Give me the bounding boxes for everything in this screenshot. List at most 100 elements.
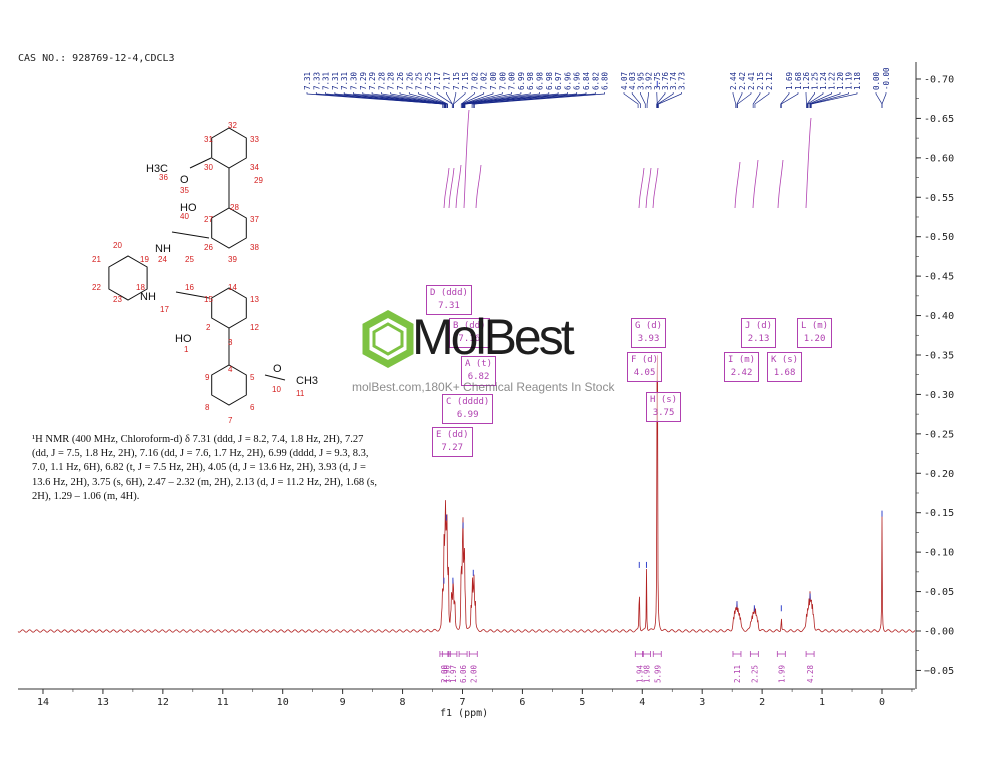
integral-curve: [752, 159, 759, 209]
multiplet-shift: 2.42: [730, 368, 753, 378]
atom-number: 25: [185, 255, 194, 264]
atom-number: 8: [205, 403, 210, 412]
multiplet-label: C (dddd): [446, 397, 490, 407]
peak-label: 3.73: [677, 72, 686, 90]
multiplet-label: J (d): [745, 321, 773, 331]
peak-label: 1.69: [785, 72, 794, 90]
ring-top: [211, 127, 247, 169]
atom-number: 12: [250, 323, 259, 332]
peak-label: 7.02: [480, 72, 489, 90]
ring-bottom: [211, 364, 247, 406]
peak-label: 1.18: [853, 71, 862, 90]
integral-curve: [805, 117, 812, 209]
peak-leader: [752, 92, 761, 108]
peak-label: 4.07: [620, 72, 629, 90]
peak-leader: [343, 92, 445, 108]
atom-number: 36: [159, 173, 168, 182]
peak-leader: [646, 92, 649, 108]
multiplet-shift: 6.99: [456, 410, 479, 420]
multiplet-label: L (m): [801, 321, 829, 331]
peak-leader: [462, 92, 512, 108]
peak-label: 1.24: [819, 71, 828, 90]
atom-number: 19: [140, 255, 149, 264]
integral-curve: [777, 159, 784, 209]
peak-label: 1.22: [828, 72, 837, 90]
peak-leader: [623, 92, 639, 108]
y-tick-label: -0.25: [924, 429, 954, 440]
atom-number: 26: [204, 243, 213, 252]
x-tick-label: 6: [519, 697, 525, 708]
atom-number: 37: [250, 215, 259, 224]
peak-leader: [809, 92, 841, 108]
atom-number: 24: [158, 255, 167, 264]
peak-label: 7.00: [498, 71, 507, 90]
methyl-top-label: H3C: [146, 163, 168, 175]
peak-leader: [656, 92, 666, 108]
x-tick-label: 13: [97, 697, 109, 708]
peak-label: 7.33: [312, 72, 321, 90]
peak-leader: [472, 92, 596, 108]
peak-label: 6.80: [601, 71, 610, 90]
atom-number: 23: [113, 295, 122, 304]
peak-leader: [810, 92, 858, 108]
peak-label: 3.95: [636, 72, 645, 90]
integral-bars: 2.001.901.97 6.06 2.00 1.941.98 5.99 2.11 2.25…: [439, 651, 815, 683]
multiplet-shift: 4.05: [633, 368, 656, 378]
multiplet-box: I (m) 2.42: [724, 352, 760, 382]
peak-leader: [808, 92, 832, 108]
peak-label: 1.25: [811, 72, 820, 90]
peak-label: 6.98: [526, 71, 535, 90]
multiplet-box: B (dd) 7.16: [449, 318, 490, 348]
multiplet-label: H (s): [650, 395, 678, 405]
atom-number: 34: [250, 163, 259, 172]
peak-leader: [780, 92, 790, 108]
peak-leader: [807, 92, 824, 108]
multiplet-box: K (s) 1.68: [767, 352, 803, 382]
cas-number-label: CAS NO.: 928769-12-4,CDCL3: [18, 53, 175, 64]
peak-label: 7.02: [470, 72, 479, 90]
peak-label: 7.28: [377, 71, 386, 90]
peak-label: 6.97: [554, 72, 563, 90]
integral-value: 1.90: [442, 664, 451, 683]
spectrum-line: [17, 355, 916, 633]
methoxy-bond-top: [189, 157, 212, 169]
peak-label: 1.68: [794, 71, 803, 90]
integral-value: 2.25: [750, 665, 759, 683]
oh-bottom-label: HO: [175, 333, 192, 345]
peak-label: 7.28: [387, 71, 396, 90]
peak-leader: [463, 92, 550, 108]
multiplet-box: E (dd) 7.27: [432, 427, 473, 457]
atom-number: 30: [204, 163, 213, 172]
peak-label: 7.15: [452, 72, 461, 90]
atom-number: 6: [250, 403, 255, 412]
integral-value: 2.00: [440, 664, 449, 683]
multiplet-label: K (s): [771, 355, 799, 365]
peak-leader: [658, 92, 682, 108]
multiplet-box: L (m) 1.20: [797, 318, 833, 348]
multiplet-shift: 7.31: [438, 301, 460, 311]
x-tick-label: 10: [277, 697, 289, 708]
atom-number: 16: [185, 283, 194, 292]
y-tick-label: -0.60: [924, 153, 954, 164]
peak-label: 2.42: [738, 72, 747, 90]
peak-label: 7.26: [405, 71, 414, 90]
molbest-logo-icon: [362, 310, 414, 368]
peak-leader: [640, 92, 646, 108]
atom-number: 40: [180, 212, 189, 221]
peak-label: 7.31: [340, 72, 349, 90]
y-tick-label: -0.70: [924, 74, 954, 85]
peak-leader: [315, 92, 444, 108]
multiplet-label: F (d): [631, 355, 659, 365]
multiplet-shift: 7.16: [458, 334, 481, 344]
integral-value: 1.94: [635, 664, 644, 683]
peak-label: 4.03: [628, 72, 637, 90]
peak-label: 7.30: [350, 71, 359, 90]
multiplet-shift: 1.20: [803, 334, 826, 344]
integral-curve: [652, 167, 659, 209]
peak-label: 1.26: [802, 71, 811, 90]
peak-label: 1.20: [836, 71, 845, 90]
peak-label: 2.15: [756, 72, 765, 90]
atom-number: 31: [204, 135, 213, 144]
y-tick-label: -0.55: [924, 193, 954, 204]
